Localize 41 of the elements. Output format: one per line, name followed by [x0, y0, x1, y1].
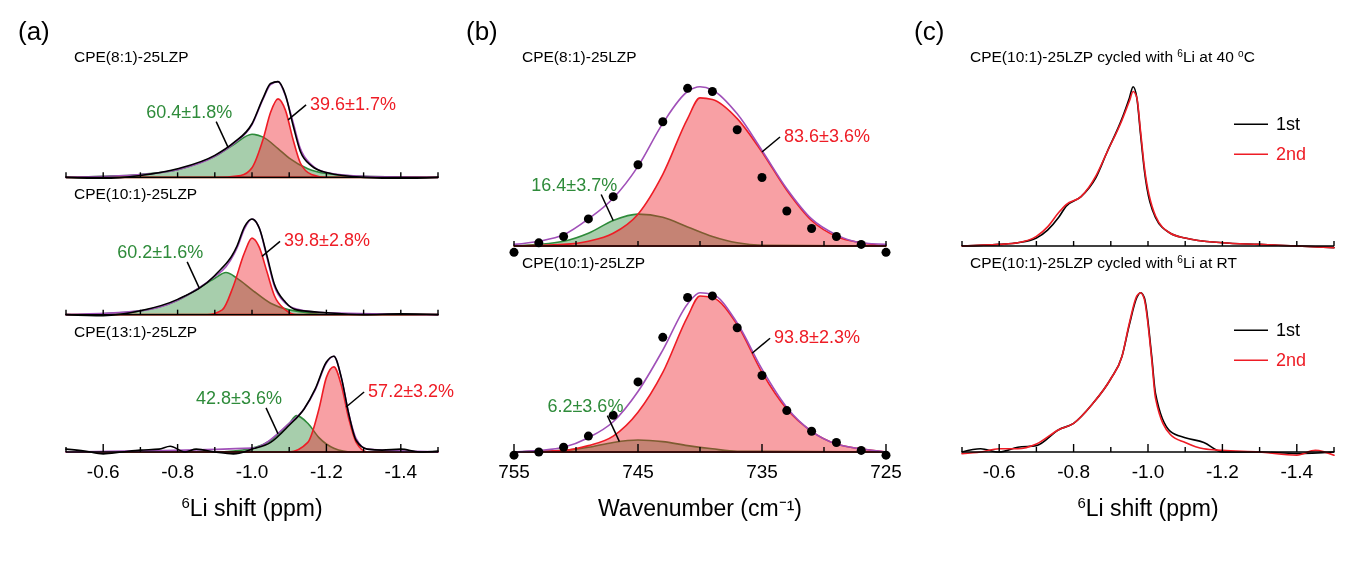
x-tick-label: 755	[498, 461, 530, 482]
annotation: 60.2±1.6%	[117, 241, 204, 262]
annotation: 83.6±3.6%	[784, 126, 870, 147]
x-tick-label: -1.2	[310, 461, 343, 482]
chart-title: (b)	[466, 16, 498, 46]
x-tick-label: -0.6	[982, 461, 1016, 482]
legend-label: 2nd	[1276, 144, 1307, 165]
x-tick-label: -1.0	[235, 461, 269, 482]
x-tick-label: 735	[746, 461, 778, 482]
x-tick-label: -0.8	[1057, 461, 1090, 482]
chart-title: (c)	[914, 16, 945, 46]
annotation: 39.8±2.8%	[284, 230, 370, 251]
annotation: 57.2±3.2%	[368, 381, 455, 402]
x-tick-label: -0.6	[86, 461, 120, 482]
annotation: 93.8±2.3%	[774, 327, 861, 348]
x-axis-title: Wavenumber (cm⁻¹)	[598, 495, 802, 521]
x-tick-label: 745	[622, 461, 654, 482]
x-tick-label: -1.4	[384, 461, 418, 482]
legend-label: 2nd	[1276, 350, 1307, 371]
chart-subtitle: CPE(10:1)-25LZP cycled with $^{6}$Li at RT	[970, 253, 1238, 271]
annotation: 60.4±1.8%	[146, 101, 233, 122]
legend-label: 1st	[1276, 114, 1301, 135]
annotation: 16.4±3.7%	[531, 174, 618, 195]
x-tick-label: -1.4	[1280, 461, 1314, 482]
chart-subtitle: CPE(8:1)-25LZP	[74, 48, 189, 65]
chart-subtitle: CPE(10:1)-25LZP cycled with $^{6}$Li at 40 $^{o}$C	[970, 47, 1255, 65]
x-axis-title: $^{6}$Li shift (ppm)	[181, 493, 323, 521]
annotation: 42.8±3.6%	[196, 387, 283, 408]
x-tick-label: -1.2	[1206, 461, 1239, 482]
chart-title: (a)	[18, 16, 50, 46]
x-tick-label: -1.0	[1131, 461, 1165, 482]
legend-label: 1st	[1276, 320, 1301, 341]
chart-subtitle: CPE(10:1)-25LZP	[522, 254, 646, 271]
chart-subtitle: CPE(10:1)-25LZP	[74, 185, 198, 203]
chart-subtitle: CPE(13:1)-25LZP	[74, 322, 198, 340]
x-axis-title: $^{6}$Li shift (ppm)	[1077, 493, 1219, 521]
annotation: 6.2±3.6%	[547, 395, 624, 416]
x-tick-label: 725	[870, 461, 902, 482]
chart-subtitle: CPE(8:1)-25LZP	[522, 48, 637, 65]
x-tick-label: -0.8	[161, 461, 194, 482]
annotation: 39.6±1.7%	[310, 93, 397, 114]
